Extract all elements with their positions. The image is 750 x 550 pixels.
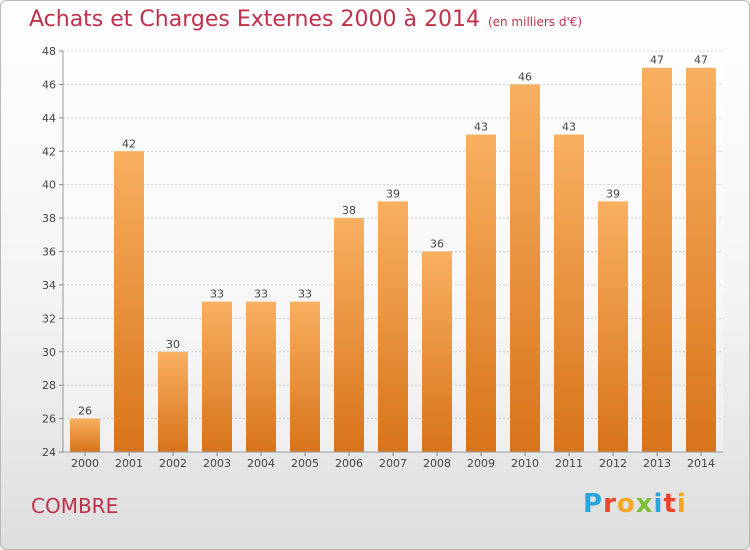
axes: 24 26 28 30 32 34 36 38 40 42 44 46 48 2000 2001 2002 20… [42, 45, 723, 470]
bar-value-label: 36 [430, 238, 444, 251]
logo-letter: x [635, 489, 654, 519]
bar-value-label: 47 [694, 54, 708, 67]
y-tick-label: 36 [42, 246, 56, 259]
logo-letter: i [676, 489, 687, 519]
x-tick-label: 2009 [467, 457, 495, 470]
x-tick-label: 2001 [115, 457, 143, 470]
y-tick-label: 28 [42, 379, 56, 392]
y-tick-label: 30 [42, 346, 56, 359]
bar-value-label: 33 [210, 288, 224, 301]
bar[interactable] [554, 134, 584, 452]
y-tick-label: 48 [42, 45, 56, 58]
bar[interactable] [158, 351, 188, 452]
bar[interactable] [422, 251, 452, 453]
bar-value-label: 26 [78, 405, 92, 418]
commune-name: COMBRE [31, 494, 119, 518]
bar-value-label: 46 [518, 70, 532, 83]
bar[interactable] [642, 67, 672, 452]
logo-letter: o [616, 489, 636, 519]
x-tick-label: 2004 [247, 457, 275, 470]
bar-value-label: 43 [474, 121, 488, 134]
x-tick-label: 2003 [203, 457, 231, 470]
x-tick-label: 2007 [379, 457, 407, 470]
x-tick-label: 2012 [599, 457, 627, 470]
chart-title: Achats et Charges Externes 2000 à 2014 (e… [29, 7, 582, 32]
bar[interactable] [510, 84, 540, 453]
bar-value-label: 43 [562, 121, 576, 134]
bars: 26 42 30 33 33 33 38 39 36 43 46 43 39 47 47 [70, 54, 716, 453]
bar[interactable] [290, 301, 320, 452]
bar[interactable] [202, 301, 232, 452]
x-tick-label: 2013 [643, 457, 671, 470]
logo-letter: r [603, 489, 617, 519]
bar[interactable] [686, 67, 716, 452]
x-tick-label: 2002 [159, 457, 187, 470]
bar-value-label: 39 [606, 187, 620, 200]
y-tick-label: 42 [42, 145, 56, 158]
bar[interactable] [334, 218, 364, 452]
proxiti-logo[interactable]: Proxiti [583, 489, 687, 519]
bar[interactable] [114, 151, 144, 452]
bar-value-label: 38 [342, 204, 356, 217]
y-tick-label: 38 [42, 212, 56, 225]
bar-value-label: 42 [122, 137, 136, 150]
bar-value-label: 33 [298, 288, 312, 301]
bar[interactable] [598, 201, 628, 452]
bar-value-label: 30 [166, 338, 180, 351]
y-tick-label: 24 [42, 446, 56, 459]
x-tick-label: 2010 [511, 457, 539, 470]
y-tick-label: 26 [42, 413, 56, 426]
bar[interactable] [378, 201, 408, 452]
bar-chart: 26 42 30 33 33 33 38 39 36 43 46 43 39 47 47 24 26 28 30 3… [42, 45, 723, 470]
x-tick-label: 2000 [71, 457, 99, 470]
x-tick-label: 2008 [423, 457, 451, 470]
logo-letter: P [583, 489, 604, 519]
bar-value-label: 33 [254, 288, 268, 301]
y-tick-label: 32 [42, 312, 56, 325]
logo-letter: t [663, 489, 677, 519]
bar-value-label: 47 [650, 54, 664, 67]
chart-unit: (en milliers d'€) [487, 15, 583, 29]
x-tick-label: 2006 [335, 457, 363, 470]
x-tick-label: 2011 [555, 457, 583, 470]
chart-title-text: Achats et Charges Externes 2000 à 2014 [29, 7, 480, 32]
bar-value-label: 39 [386, 187, 400, 200]
x-tick-label: 2005 [291, 457, 319, 470]
y-tick-label: 44 [42, 112, 56, 125]
y-tick-label: 34 [42, 279, 56, 292]
bar[interactable] [466, 134, 496, 452]
logo-letter: i [653, 489, 664, 519]
bar[interactable] [246, 301, 276, 452]
y-tick-label: 40 [42, 179, 56, 192]
y-tick-label: 46 [42, 78, 56, 91]
x-tick-label: 2014 [687, 457, 715, 470]
bar[interactable] [70, 418, 100, 452]
